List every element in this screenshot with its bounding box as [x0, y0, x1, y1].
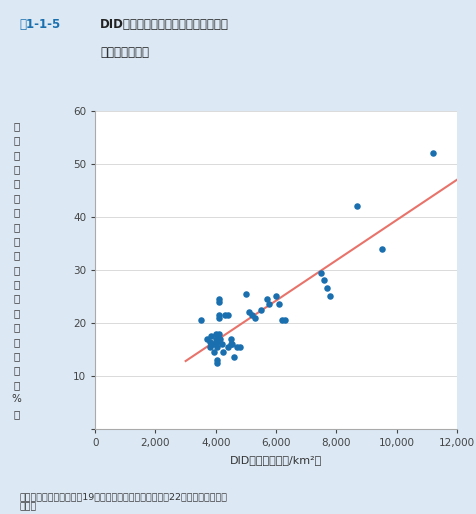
Point: [197, 316, 205, 324]
Point: [215, 314, 223, 322]
Point: [320, 277, 328, 285]
Text: 作成: 作成: [19, 502, 36, 511]
Point: [215, 329, 223, 338]
Point: [233, 343, 241, 351]
Point: [203, 335, 210, 343]
Point: [263, 295, 271, 303]
Point: [354, 202, 361, 210]
Point: [327, 292, 334, 301]
Point: [281, 316, 289, 324]
Text: 上: 上: [13, 178, 20, 189]
Text: 市: 市: [13, 293, 20, 304]
Text: る: る: [13, 250, 20, 261]
Point: [251, 314, 259, 322]
Text: げ: げ: [13, 193, 20, 203]
Point: [212, 335, 219, 343]
X-axis label: DID人口密度（人/km²）: DID人口密度（人/km²）: [230, 455, 322, 465]
Point: [215, 298, 223, 306]
Text: 比: 比: [13, 351, 20, 361]
Point: [245, 308, 253, 317]
Text: に: に: [13, 207, 20, 217]
Point: [224, 343, 232, 351]
Point: [208, 332, 215, 340]
Point: [212, 329, 219, 338]
Point: [278, 316, 286, 324]
Point: [236, 343, 244, 351]
Text: 街: 街: [13, 308, 20, 318]
Text: 売: 売: [13, 164, 20, 174]
Point: [219, 348, 227, 356]
Point: [213, 356, 221, 364]
Point: [324, 284, 331, 292]
Text: DID人口密度と中心市街地の売上比率: DID人口密度と中心市街地の売上比率: [100, 18, 229, 31]
Point: [215, 311, 223, 319]
Point: [224, 311, 232, 319]
Point: [209, 340, 217, 348]
Point: [210, 348, 218, 356]
Point: [215, 295, 223, 303]
Point: [242, 289, 250, 298]
Point: [429, 149, 436, 157]
Text: の: の: [13, 150, 20, 160]
Point: [378, 245, 386, 253]
Point: [257, 305, 265, 314]
Text: ）: ）: [13, 409, 20, 419]
Point: [248, 311, 256, 319]
Point: [218, 340, 226, 348]
Text: 全: 全: [13, 121, 20, 131]
Text: の: の: [13, 337, 20, 347]
Point: [227, 340, 235, 348]
Point: [317, 268, 325, 277]
Point: [206, 343, 214, 351]
Text: 体: 体: [13, 135, 20, 145]
Point: [227, 335, 235, 343]
Text: 対: 対: [13, 222, 20, 232]
Point: [217, 335, 224, 343]
Point: [265, 300, 272, 308]
Text: （都道府県別）: （都道府県別）: [100, 46, 149, 59]
Point: [213, 359, 221, 367]
Point: [230, 354, 238, 362]
Text: 心: 心: [13, 279, 20, 289]
Point: [206, 337, 214, 345]
Point: [272, 292, 280, 301]
Text: 地: 地: [13, 322, 20, 333]
Point: [275, 300, 283, 308]
Text: %: %: [12, 394, 21, 405]
Text: 率: 率: [13, 365, 20, 376]
Point: [213, 343, 221, 351]
Text: 中: 中: [13, 265, 20, 275]
Text: 囱1-1-5: 囱1-1-5: [19, 18, 60, 31]
Text: す: す: [13, 236, 20, 246]
Text: （: （: [13, 380, 20, 390]
Point: [213, 337, 221, 345]
Point: [228, 340, 236, 348]
Point: [221, 311, 228, 319]
Text: 資料：経済産業省「平成19年商業統計」、総務省「平成22年国勢調査」より: 資料：経済産業省「平成19年商業統計」、総務省「平成22年国勢調査」より: [19, 492, 227, 501]
